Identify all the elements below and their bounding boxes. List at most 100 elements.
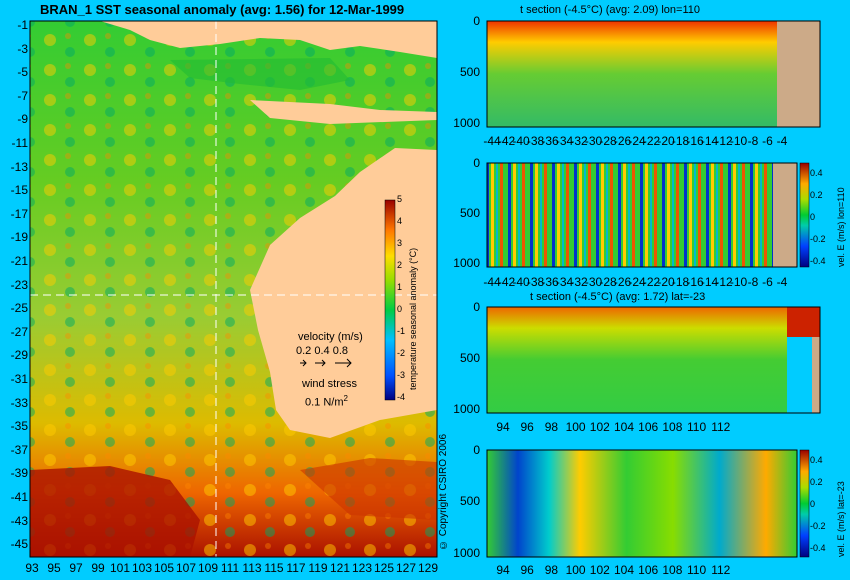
panel-y-tick: 0 xyxy=(473,300,480,314)
wind-legend-value: 0.1 N/m2 xyxy=(305,394,348,409)
panel-x-tick: 94 xyxy=(496,563,510,577)
panel-y-tick: 1000 xyxy=(453,545,480,560)
velocity-legend-arrows xyxy=(300,358,352,368)
panel-x-tick: -42 xyxy=(497,134,516,148)
panel-x-tick: -32 xyxy=(570,275,588,289)
lon-tick-label: 123 xyxy=(351,561,373,575)
panel-y-tick: 500 xyxy=(459,64,480,79)
panel-x-tick: 110 xyxy=(687,420,707,434)
lon-tick-label: 101 xyxy=(109,561,131,575)
lon-tick-label: 125 xyxy=(373,561,395,575)
sst-colorbar-tick: 0 xyxy=(397,304,403,314)
vel-colorbar-tick: -0.4 xyxy=(810,543,826,553)
lat-tick-label: -1 xyxy=(17,18,28,32)
panel2-heatmap xyxy=(486,162,810,268)
sst-colorbar xyxy=(384,199,396,401)
lon-tick-label: 111 xyxy=(220,561,240,575)
map-title: BRAN_1 SST seasonal anomaly (avg: 1.56) … xyxy=(40,2,405,17)
panel-x-tick: -22 xyxy=(642,275,661,289)
panel-x-tick: 106 xyxy=(638,563,659,577)
panel-y-tick: 1000 xyxy=(453,401,480,416)
panel-x-tick: -42 xyxy=(497,275,516,289)
panel-x-tick: -20 xyxy=(657,275,675,289)
panel-y-tick: 500 xyxy=(459,494,480,509)
panel-x-tick: -10 xyxy=(729,134,748,148)
panel-x-tick: 96 xyxy=(520,563,534,577)
lat-tick-label: -41 xyxy=(10,490,28,504)
lat-tick-label: -21 xyxy=(10,254,28,268)
sst-colorbar-tick: 5 xyxy=(397,194,403,204)
lat-tick-label: -9 xyxy=(17,112,28,127)
lon-tick-label: 113 xyxy=(242,561,262,575)
vel-colorbar-tick: -0.2 xyxy=(810,234,826,244)
panel1-title: t section (-4.5°C) (avg: 2.09) lon=110 xyxy=(520,4,700,16)
panel-x-tick: -28 xyxy=(599,275,617,289)
panel-x-tick: -30 xyxy=(584,134,603,148)
lat-tick-label: -45 xyxy=(10,537,28,552)
sst-colorbar-tick: -1 xyxy=(397,326,406,336)
lon-tick-label: 117 xyxy=(286,561,306,575)
velocity-legend-title: velocity (m/s) xyxy=(298,331,363,343)
panel-x-tick: -32 xyxy=(570,134,588,148)
panel-x-tick: -24 xyxy=(628,134,646,148)
panel-x-tick: 104 xyxy=(613,563,635,577)
sst-colorbar-tick: 3 xyxy=(397,238,403,248)
lon-tick-label: 115 xyxy=(264,561,284,575)
lat-tick-label: -17 xyxy=(10,206,28,221)
sst-colorbar-tick: -4 xyxy=(397,392,406,402)
lat-tick-label: -13 xyxy=(10,159,28,174)
panel-x-tick: 108 xyxy=(662,420,683,434)
panel-x-tick: -40 xyxy=(512,134,530,148)
lat-tick-label: -3 xyxy=(17,41,28,56)
panel-y-tick: 0 xyxy=(473,14,480,28)
vel-colorbar-tick: 0.4 xyxy=(810,455,823,465)
panel-x-tick: -6 xyxy=(762,275,773,289)
panel-x-tick: 112 xyxy=(711,563,731,577)
land-lesser-sunda xyxy=(250,100,437,124)
lon-tick-label: 97 xyxy=(69,561,83,575)
lon-tick-label: 121 xyxy=(329,561,351,575)
panel-x-tick: 112 xyxy=(711,420,731,434)
panel-x-tick: -12 xyxy=(715,134,733,148)
vel-colorbar-label: vel. E (m/s) lat=-23 xyxy=(836,481,846,557)
panel3-heatmap xyxy=(486,306,821,414)
panel-x-tick: -24 xyxy=(628,275,646,289)
lat-tick-label: -29 xyxy=(10,348,28,363)
panel-x-tick: 100 xyxy=(565,420,586,434)
panel-y-tick: 500 xyxy=(459,350,480,365)
land-java-sumatra xyxy=(100,21,437,58)
vel-colorbar-label: vel. E (m/s) lon=110 xyxy=(836,187,846,267)
lat-tick-label: -35 xyxy=(10,419,28,434)
panel-x-tick: -8 xyxy=(747,134,759,148)
panel-x-tick: -26 xyxy=(613,275,632,289)
panel-x-tick: 96 xyxy=(520,420,534,434)
panel-x-tick: 110 xyxy=(687,563,707,577)
panel-x-tick: -8 xyxy=(747,275,759,289)
panel-x-tick: -28 xyxy=(599,134,617,148)
panel3-title: t section (-4.5°C) (avg: 1.72) lat=-23 xyxy=(530,291,706,303)
lon-tick-label: 127 xyxy=(395,561,417,575)
vel-colorbar-tick: 0.2 xyxy=(810,190,823,200)
vel-colorbar-tick: -0.4 xyxy=(810,256,826,266)
panel-x-tick: -4 xyxy=(776,134,788,148)
panel-x-tick: -44 xyxy=(483,275,501,289)
lat-tick-label: -23 xyxy=(10,277,28,292)
panel-x-tick: 102 xyxy=(589,563,610,577)
panel-x-tick: -10 xyxy=(729,275,748,289)
panel-x-tick: -6 xyxy=(762,134,773,148)
lon-tick-label: 107 xyxy=(175,561,197,575)
panel-x-tick: -18 xyxy=(671,275,690,289)
lat-tick-label: -5 xyxy=(17,65,28,80)
panel-x-tick: 104 xyxy=(613,420,635,434)
panel-x-tick: 98 xyxy=(544,563,559,577)
panel-x-tick: -34 xyxy=(555,275,574,289)
panel-y-tick: 1000 xyxy=(453,255,480,270)
panel-x-tick: -44 xyxy=(483,134,501,148)
lat-tick-label: -7 xyxy=(17,88,28,103)
lat-tick-label: -37 xyxy=(10,442,28,457)
sst-map xyxy=(29,20,438,558)
panel-x-tick: -20 xyxy=(657,134,675,148)
lat-tick-label: -19 xyxy=(10,230,28,245)
vel-colorbar-tick: -0.2 xyxy=(810,521,826,531)
panel-y-tick: 1000 xyxy=(453,115,480,130)
